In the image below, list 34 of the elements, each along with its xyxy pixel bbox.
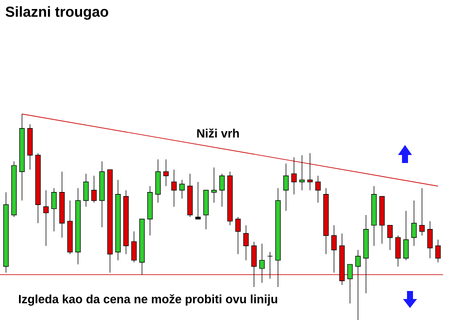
- candlestick: [283, 163, 289, 212]
- candlestick: [387, 224, 393, 250]
- candlestick: [171, 169, 177, 207]
- candlestick: [243, 224, 249, 261]
- candlestick: [91, 175, 97, 203]
- candlestick: [435, 239, 441, 263]
- candlestick: [347, 264, 353, 304]
- candlestick: [307, 152, 313, 191]
- candlestick: [163, 159, 169, 186]
- chart-title: Silazni trougao: [6, 6, 108, 20]
- candlestick: [43, 190, 49, 246]
- candlestick: [395, 235, 401, 267]
- candlestick: [355, 250, 361, 320]
- candlestick: [83, 173, 89, 207]
- candlestick: [331, 224, 337, 273]
- candlestick: [419, 188, 425, 236]
- candlestick: [179, 180, 185, 199]
- annotation: Niži vrh: [197, 128, 239, 138]
- candlestick: [291, 156, 297, 195]
- annotation: Izgleda kao da cena ne može probiti ovu liniju: [18, 294, 278, 306]
- candlestick: [51, 188, 57, 232]
- candlestick: [427, 220, 433, 258]
- candlestick: [219, 173, 225, 207]
- candlestick: [259, 243, 265, 284]
- candlestick: [131, 231, 137, 263]
- candlestick: [403, 210, 409, 261]
- candlestick: [299, 154, 305, 191]
- candlestick: [195, 182, 201, 220]
- candlestick: [315, 175, 321, 203]
- candlestick: [251, 241, 257, 288]
- candlestick: [411, 200, 417, 246]
- candlestick: [235, 216, 241, 254]
- candlestick: [267, 252, 273, 280]
- candlestick: [155, 159, 161, 203]
